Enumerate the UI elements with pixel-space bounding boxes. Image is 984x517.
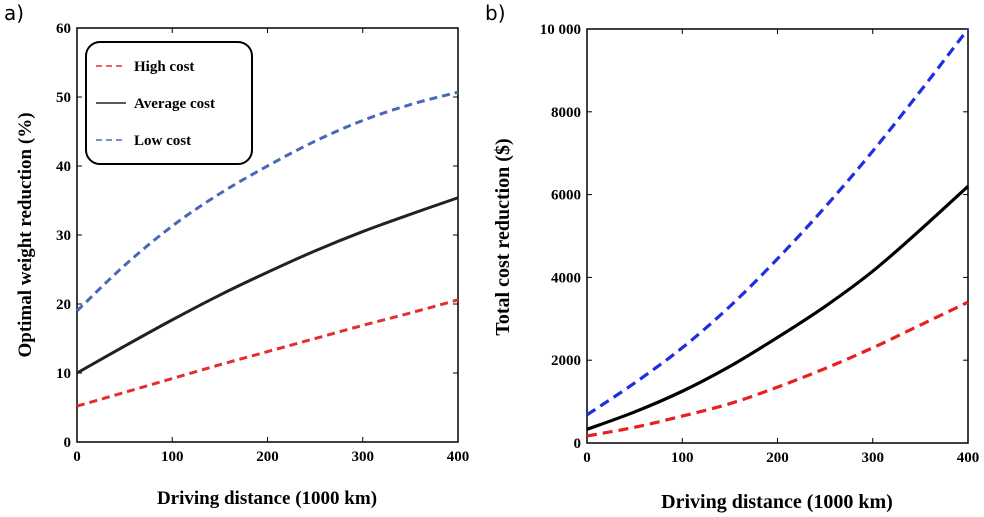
legend-box xyxy=(85,41,253,165)
series-line-average-cost xyxy=(76,196,459,375)
chart-a-x-ticks: 0 100 200 300 400 xyxy=(73,28,469,465)
legend-label-average-cost: Average cost xyxy=(134,96,215,112)
series-line-low-cost xyxy=(75,90,459,312)
series-line-series-2 xyxy=(586,300,969,438)
series-line-series-1 xyxy=(586,185,970,431)
x-tick-label: 300 xyxy=(352,449,375,465)
series-line-series-0 xyxy=(586,28,970,417)
chart-b-y-axis-title: Total cost reduction ($) xyxy=(492,138,514,335)
chart-a-series xyxy=(75,90,459,408)
y-tick-label: 8000 xyxy=(551,105,581,121)
chart-a: 0 10 20 30 40 50 60 0 100 200 300 400 High cost Av… xyxy=(15,21,469,509)
y-tick-label: 30 xyxy=(56,228,71,244)
y-tick-label: 10 000 xyxy=(540,22,581,38)
y-tick-label: 0 xyxy=(574,436,582,452)
legend-label-low-cost: Low cost xyxy=(134,133,191,149)
x-tick-label: 400 xyxy=(447,449,470,465)
y-tick-label: 50 xyxy=(56,90,71,106)
y-tick-label: 6000 xyxy=(551,188,581,204)
y-tick-label: 10 xyxy=(56,366,71,382)
y-tick-label: 60 xyxy=(56,21,71,37)
x-tick-label: 200 xyxy=(256,449,279,465)
chart-b-y-ticks: 0 2000 4000 6000 8000 10 000 xyxy=(540,22,968,452)
y-tick-label: 40 xyxy=(56,159,71,175)
y-tick-label: 20 xyxy=(56,297,71,313)
y-tick-label: 0 xyxy=(64,435,72,451)
chart-b-x-ticks: 0 100 200 300 400 xyxy=(583,29,979,466)
chart-b: 0 2000 4000 6000 8000 10 000 0 100 200 300 400 Dr… xyxy=(492,22,979,513)
series-line-high-cost xyxy=(76,298,459,408)
chart-b-frame xyxy=(586,28,969,444)
chart-b-series xyxy=(586,28,970,438)
chart-a-y-axis-title: Optimal weight reduction (%) xyxy=(15,112,36,357)
y-tick-label: 4000 xyxy=(551,270,581,286)
legend-label-high-cost: High cost xyxy=(134,59,194,75)
panel-b-label: b) xyxy=(485,1,506,25)
x-tick-label: 0 xyxy=(583,450,591,466)
x-tick-label: 300 xyxy=(862,450,885,466)
x-tick-label: 200 xyxy=(766,450,789,466)
y-tick-label: 2000 xyxy=(551,353,581,369)
chart-a-legend: High cost Average cost Low cost xyxy=(85,41,253,165)
x-tick-label: 100 xyxy=(671,450,694,466)
panel-a-label: a) xyxy=(4,1,24,25)
x-tick-label: 100 xyxy=(161,449,184,465)
x-tick-label: 400 xyxy=(957,450,980,466)
x-tick-label: 0 xyxy=(73,449,81,465)
chart-a-x-axis-title: Driving distance (1000 km) xyxy=(157,488,377,509)
chart-a-y-ticks: 0 10 20 30 40 50 60 xyxy=(56,21,458,451)
chart-b-x-axis-title: Driving distance (1000 km) xyxy=(661,491,893,513)
